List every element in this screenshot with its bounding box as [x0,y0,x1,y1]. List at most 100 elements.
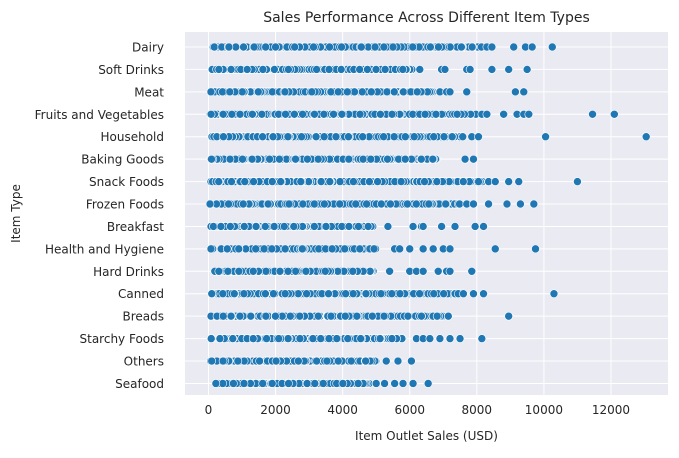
data-point [316,334,325,343]
data-point [467,266,477,276]
data-point [409,132,419,142]
data-point [249,42,259,52]
data-point [455,199,464,209]
data-point [310,379,320,388]
data-point [218,87,227,97]
data-point [261,289,270,299]
y-tick-label: Others [124,355,164,369]
data-point [387,289,397,299]
data-point [432,311,442,321]
data-point [365,177,374,186]
data-point [354,222,363,231]
data-point [452,109,462,119]
data-point [274,334,284,343]
data-point [387,334,397,343]
data-point [333,87,343,97]
data-point [242,65,252,74]
data-point [490,177,500,186]
data-point [246,311,256,321]
data-point [222,244,232,254]
data-point [297,132,306,142]
data-point [211,379,221,388]
data-point [588,109,597,119]
data-point [270,65,279,74]
data-point [283,334,293,343]
data-point [261,42,270,52]
data-point [336,65,346,74]
data-point [465,65,475,74]
data-point [424,199,434,209]
data-point [303,154,312,164]
data-point [308,334,318,343]
data-point [417,154,426,164]
x-tick-label: 0 [205,403,213,417]
data-point [445,87,455,97]
data-point [276,177,285,186]
data-point [218,289,228,299]
data-point [267,244,277,254]
data-point [420,109,430,119]
data-point [320,199,329,209]
data-point [322,356,332,366]
data-point [408,379,418,388]
data-point [261,311,271,321]
y-tick-label: Hard Drinks [93,265,164,279]
data-point [214,266,224,276]
x-tick-label: 10000 [525,403,563,417]
data-point [362,199,371,209]
data-point [290,109,299,119]
data-point [457,42,466,52]
data-point [426,42,435,52]
data-point [261,266,271,276]
data-point [239,289,249,299]
data-point [529,199,539,209]
data-point [479,289,488,299]
data-point [238,199,248,209]
data-point [337,42,346,52]
data-point [352,311,362,321]
data-point [341,289,351,299]
data-point [225,154,235,164]
y-tick-label: Breakfast [107,220,164,234]
data-point [450,222,460,231]
data-point [479,222,488,231]
data-point [395,244,404,254]
data-point [320,266,330,276]
data-point [310,199,319,209]
data-point [460,154,470,164]
data-point [379,311,389,321]
data-point [284,199,294,209]
data-point [573,177,582,186]
data-point [237,87,247,97]
data-point [415,289,424,299]
data-point [326,311,336,321]
data-point [524,109,534,119]
data-point [380,379,389,388]
data-point [641,132,651,142]
data-point [291,154,300,164]
data-point [233,356,243,366]
data-point [549,289,559,299]
data-point [223,266,233,276]
data-point [224,42,234,52]
data-point [353,379,363,388]
data-point [398,65,408,74]
data-point [429,289,439,299]
data-point [458,132,468,142]
data-point [298,199,308,209]
data-point [459,289,468,299]
data-point [403,311,413,321]
data-point [335,177,345,186]
data-point [294,356,303,366]
data-point [343,334,353,343]
data-point [477,334,487,343]
data-point [418,266,428,276]
data-point [248,334,258,343]
data-point [301,266,311,276]
data-point [444,311,453,321]
data-point [234,244,244,254]
data-point [321,222,331,231]
data-point [312,65,321,74]
data-point [371,65,381,74]
